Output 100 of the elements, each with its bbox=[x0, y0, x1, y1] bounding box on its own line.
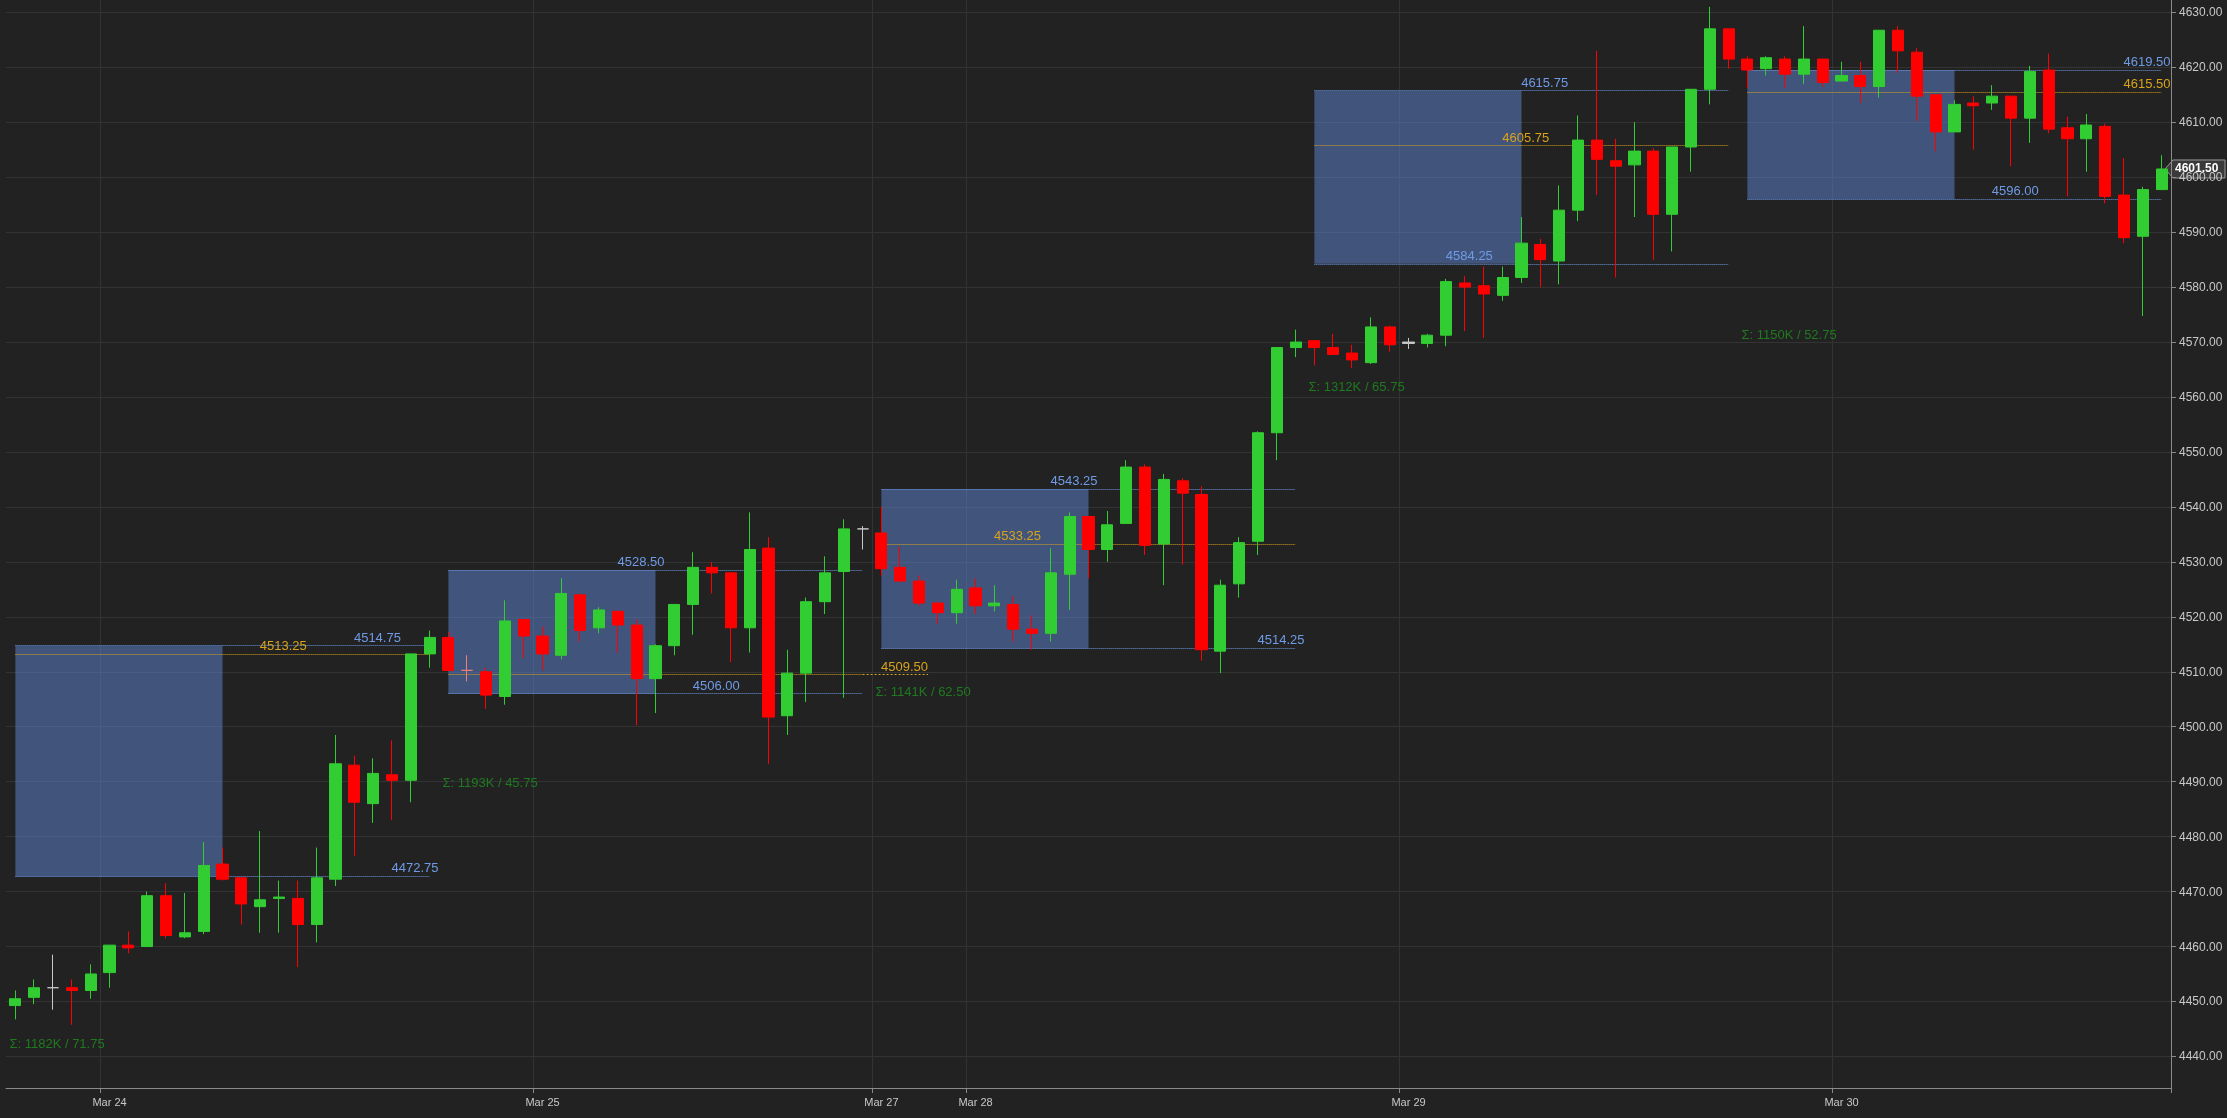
candlestick bbox=[1195, 485, 1208, 662]
candlestick bbox=[1835, 61, 1848, 82]
y-tick-label: 4560.00 bbox=[2179, 390, 2223, 405]
y-tick-label: 4500.00 bbox=[2179, 719, 2223, 734]
candlestick bbox=[857, 525, 869, 550]
candlestick bbox=[1271, 347, 1283, 461]
candlestick bbox=[198, 841, 210, 935]
candlestick bbox=[1478, 266, 1490, 339]
candlestick bbox=[386, 739, 398, 821]
candlestick bbox=[1760, 55, 1772, 77]
candlestick bbox=[1930, 94, 1942, 152]
candlestick bbox=[1948, 99, 1961, 133]
annotation: Σ: 1312K / 65.75 bbox=[1308, 379, 1405, 395]
candlestick bbox=[744, 511, 756, 654]
candlestick bbox=[1817, 58, 1829, 88]
y-tick-label: 4570.00 bbox=[2179, 335, 2223, 350]
y-tick-label: 4490.00 bbox=[2179, 774, 2223, 789]
candlestick bbox=[819, 555, 831, 615]
candlestick bbox=[1158, 473, 1170, 586]
candlestick bbox=[480, 667, 492, 710]
candlestick bbox=[668, 603, 680, 656]
x-tick-label: Mar 30 bbox=[1824, 1095, 1859, 1108]
candlestick bbox=[536, 625, 549, 671]
candlestick bbox=[28, 978, 40, 1005]
candlestick bbox=[1327, 333, 1339, 355]
candlestick bbox=[932, 601, 944, 625]
candlestick bbox=[1610, 138, 1622, 278]
candlestick bbox=[988, 584, 1000, 612]
candlestick bbox=[2080, 113, 2092, 173]
x-tick-label: Mar 27 bbox=[864, 1095, 899, 1108]
candlestick bbox=[66, 978, 78, 1026]
candlestick bbox=[781, 649, 793, 736]
candlestick bbox=[1233, 536, 1245, 599]
candlestick bbox=[1026, 614, 1038, 651]
candlestick bbox=[424, 630, 436, 669]
y-tick-label: 4530.00 bbox=[2179, 554, 2223, 569]
candlestick bbox=[1440, 278, 1452, 347]
candlestick bbox=[1346, 344, 1358, 369]
y-tick-label: 4480.00 bbox=[2179, 829, 2223, 844]
candlestick bbox=[216, 847, 229, 882]
ref-line-label: 4615.75 bbox=[1521, 74, 1569, 90]
candlestick bbox=[367, 757, 379, 824]
candlestick bbox=[725, 572, 737, 663]
y-tick-label: 4580.00 bbox=[2179, 280, 2223, 295]
candlestick bbox=[1986, 84, 1998, 111]
candlestick bbox=[1723, 28, 1735, 70]
y-tick-label: 4550.00 bbox=[2179, 444, 2223, 459]
candlestick bbox=[1967, 95, 1979, 151]
candlestick bbox=[499, 599, 511, 706]
y-tick-label: 4460.00 bbox=[2179, 939, 2223, 954]
candlestick bbox=[2024, 65, 2036, 144]
candlestick bbox=[706, 561, 718, 594]
candlestick bbox=[160, 882, 172, 939]
x-tick-label: Mar 28 bbox=[958, 1095, 993, 1108]
candlestick bbox=[1045, 547, 1057, 643]
candlestick bbox=[1553, 184, 1565, 285]
candlestick bbox=[1252, 430, 1264, 556]
candlestick bbox=[969, 577, 982, 615]
candlestick bbox=[631, 619, 643, 726]
candlestick bbox=[1082, 516, 1095, 579]
candlestick bbox=[9, 989, 21, 1020]
candlestick bbox=[875, 506, 887, 577]
x-tick-label: Mar 25 bbox=[525, 1095, 560, 1108]
candlestick bbox=[1007, 595, 1019, 643]
candlestick bbox=[2156, 154, 2168, 191]
ref-line-label: 4514.25 bbox=[1257, 632, 1305, 648]
candlestick bbox=[1139, 463, 1151, 556]
candlestick bbox=[951, 579, 963, 625]
candlestick bbox=[348, 755, 360, 857]
ref-line-label: 4596.00 bbox=[1991, 183, 2039, 199]
y-tick-label: 4540.00 bbox=[2179, 499, 2223, 514]
ref-line-label: 4509.50 bbox=[881, 658, 929, 674]
candlestick bbox=[1177, 477, 1189, 566]
annotation: Σ: 1193K / 45.75 bbox=[442, 774, 538, 790]
y-tick-label: 4620.00 bbox=[2179, 60, 2223, 75]
candlestick bbox=[1101, 510, 1113, 563]
candlestick bbox=[292, 880, 304, 968]
candlestick bbox=[1798, 25, 1810, 85]
y-tick-label: 4450.00 bbox=[2179, 994, 2223, 1009]
candlestick bbox=[47, 954, 59, 1011]
candlestick bbox=[1497, 266, 1509, 302]
candlestick bbox=[800, 597, 812, 703]
candlestick bbox=[1120, 459, 1132, 524]
candlestick bbox=[273, 880, 285, 934]
candlestick bbox=[405, 653, 417, 803]
candlestick bbox=[1515, 216, 1528, 284]
candlestick bbox=[311, 847, 323, 943]
candlestick bbox=[1666, 146, 1678, 252]
candlestick bbox=[85, 963, 97, 1000]
ref-line-label: 4506.00 bbox=[692, 677, 740, 693]
candlestick bbox=[649, 643, 662, 714]
ref-line-label: 4619.50 bbox=[2123, 54, 2171, 70]
candlestick bbox=[1647, 147, 1659, 261]
candlestick bbox=[1685, 88, 1697, 173]
annotation: Σ: 1182K / 71.75 bbox=[9, 1035, 105, 1051]
ref-line-label: 4533.25 bbox=[994, 528, 1042, 543]
candlestick bbox=[518, 619, 530, 659]
candlestick bbox=[1308, 340, 1320, 366]
candlestick bbox=[1854, 61, 1866, 104]
candlestick bbox=[442, 631, 454, 671]
